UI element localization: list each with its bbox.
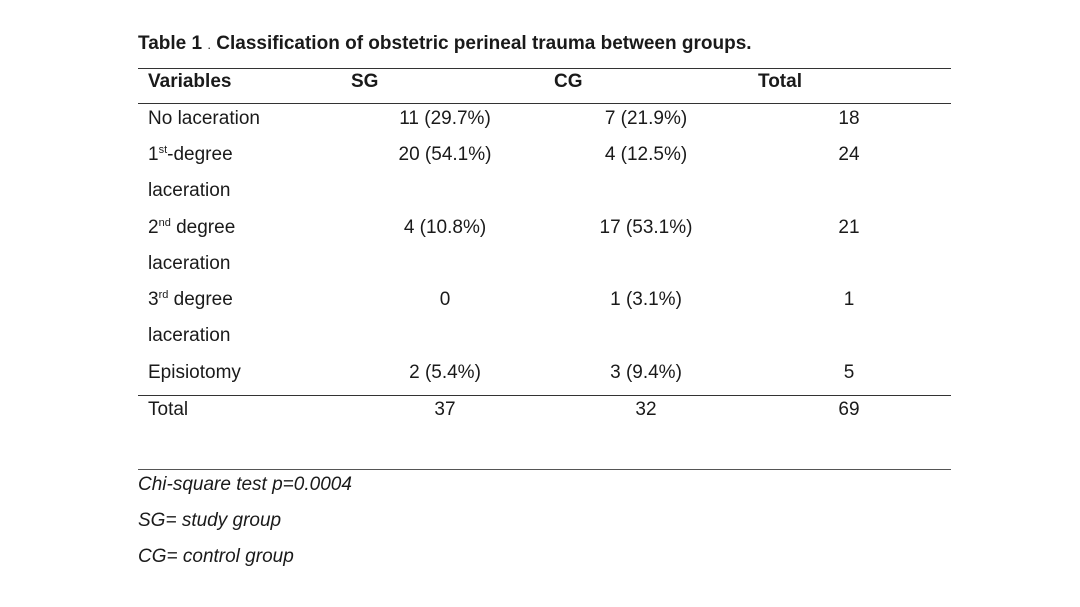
table-title-prefix: Table: [138, 33, 187, 54]
total-rule: [138, 395, 951, 396]
row-first-degree-label: 1st-degree: [148, 144, 233, 166]
header-cg: CG: [554, 71, 583, 92]
row-total-label: Total: [148, 399, 189, 420]
row-second-degree-rest: degree: [170, 217, 236, 238]
row-second-degree-num: 2: [148, 217, 159, 238]
row-first-degree-label-line2: laceration: [148, 180, 231, 201]
row-no-laceration-total: 18: [838, 108, 860, 129]
row-second-degree-sg: 4 (10.8%): [403, 217, 487, 238]
table-top-rule: [138, 68, 951, 69]
row-total-total: 69: [838, 399, 860, 420]
row-first-degree-num: 1: [148, 144, 159, 165]
row-third-degree-sg: 0: [439, 289, 451, 310]
header-total: Total: [758, 71, 802, 92]
row-first-degree-sup: st: [158, 144, 168, 156]
row-third-degree-label: 3rd degree: [148, 289, 233, 311]
note-cg-definition: CG= control group: [138, 546, 294, 567]
header-rule: [138, 103, 951, 104]
header-sg: SG: [351, 71, 379, 92]
table-title: Table 1 . Classification of obstetric pe…: [138, 33, 752, 55]
row-second-degree-total: 21: [838, 217, 860, 238]
row-first-degree-total: 24: [838, 144, 860, 165]
row-total-cg: 32: [635, 399, 657, 420]
note-sg-definition: SG= study group: [138, 510, 282, 531]
row-second-degree-sup: nd: [158, 217, 171, 229]
table-title-number: 1: [191, 33, 203, 54]
row-episiotomy-label: Episiotomy: [148, 362, 241, 383]
row-second-degree-cg: 17 (53.1%): [599, 217, 693, 238]
row-first-degree-sg: 20 (54.1%): [398, 144, 492, 165]
row-second-degree-label-line2: laceration: [148, 253, 231, 274]
row-second-degree-label: 2nd degree: [148, 217, 235, 239]
row-third-degree-num: 3: [148, 289, 159, 310]
notes-rule: [138, 469, 951, 470]
row-no-laceration-sg: 11 (29.7%): [399, 108, 491, 129]
row-episiotomy-sg: 2 (5.4%): [409, 362, 481, 383]
row-episiotomy-total: 5: [843, 362, 855, 383]
row-total-sg: 37: [434, 399, 456, 420]
table-title-separator: .: [207, 37, 211, 52]
row-third-degree-total: 1: [843, 289, 855, 310]
row-no-laceration-label: No laceration: [148, 108, 260, 129]
header-variables: Variables: [148, 71, 232, 92]
row-episiotomy-cg: 3 (9.4%): [610, 362, 682, 383]
row-first-degree-cg: 4 (12.5%): [604, 144, 688, 165]
row-third-degree-sup: rd: [158, 289, 169, 301]
row-no-laceration-cg: 7 (21.9%): [604, 108, 688, 129]
row-first-degree-rest: -degree: [167, 144, 233, 165]
note-chi-square: Chi-square test p=0.0004: [138, 474, 352, 495]
table-title-text: Classification of obstetric perineal tra…: [216, 33, 752, 54]
row-third-degree-cg: 1 (3.1%): [610, 289, 682, 310]
row-third-degree-label-line2: laceration: [148, 325, 231, 346]
row-third-degree-rest: degree: [168, 289, 233, 310]
